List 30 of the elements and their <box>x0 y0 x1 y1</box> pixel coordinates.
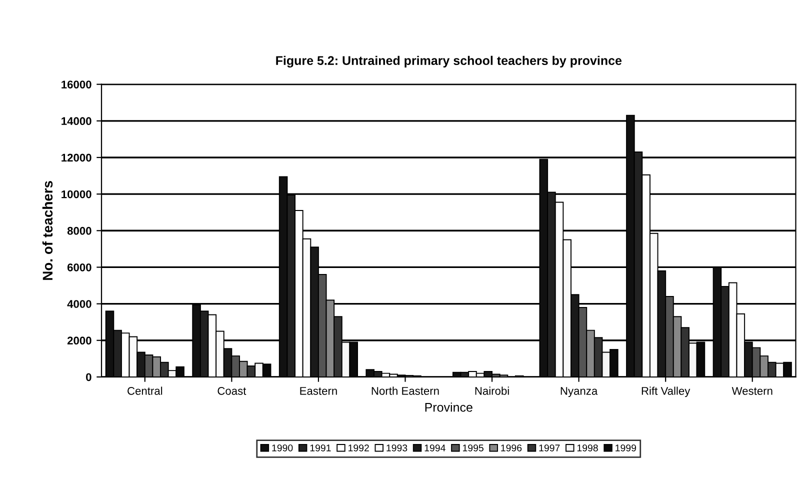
x-tick-label: Rift Valley <box>642 386 690 398</box>
y-tick-label: 14000 <box>62 117 92 126</box>
legend-label: 1998 <box>577 444 598 452</box>
legend-label: 1994 <box>424 444 446 452</box>
legend-label: 1999 <box>616 444 636 452</box>
y-tick-label: 6000 <box>67 263 92 272</box>
legend-label: 1997 <box>539 444 560 452</box>
x-tick-label: Coast <box>218 386 246 395</box>
legend-label: 1992 <box>348 444 369 452</box>
y-tick-label: 8000 <box>67 226 92 235</box>
y-tick-label: 0 <box>86 373 92 382</box>
legend-label: 1990 <box>272 444 293 452</box>
y-tick-label: 16000 <box>62 80 92 88</box>
x-tick-label: Western <box>732 387 772 395</box>
x-tick-label: Eastern <box>300 387 337 395</box>
chart-title: Figure 5.2: Untrained primary school teachers by province <box>276 56 622 68</box>
x-tick-label: Nyanza <box>560 387 598 398</box>
x-tick-label: Nairobi <box>475 386 509 395</box>
y-tick-label: 4000 <box>67 300 92 308</box>
x-tick-label: Central <box>128 386 162 395</box>
legend-label: 1996 <box>501 444 522 452</box>
legend-label: 1993 <box>386 444 408 452</box>
x-axis-title: Province <box>425 402 472 412</box>
y-tick-label: 2000 <box>67 336 92 345</box>
legend-label: 1995 <box>462 444 484 452</box>
y-axis-title: No. of teachers <box>42 181 53 280</box>
y-tick-label: 12000 <box>62 154 92 162</box>
x-tick-label: North Eastern <box>372 386 439 395</box>
legend-label: 1991 <box>310 444 331 452</box>
y-tick-label: 10000 <box>62 190 92 198</box>
